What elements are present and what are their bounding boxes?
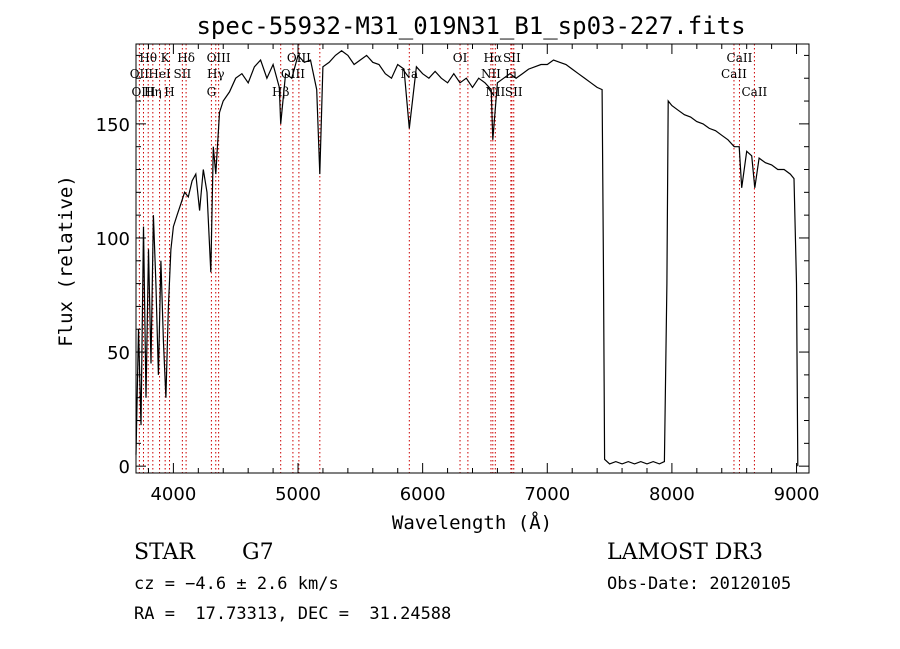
x-axis: 4000 5000 6000 7000 8000 9000	[148, 44, 819, 505]
line-label: SII	[174, 67, 192, 81]
line-label: Hη	[144, 85, 162, 99]
line-label: Hγ	[207, 67, 225, 81]
line-label: NII	[481, 67, 501, 81]
x-tick-label: 4000	[150, 484, 196, 505]
line-label: CaII	[741, 85, 767, 99]
line-label: Hθ	[139, 51, 157, 65]
object-subclass: G7	[242, 540, 274, 565]
line-label: Hα	[484, 51, 503, 65]
line-label: H	[164, 85, 174, 99]
spectrum-line	[136, 51, 798, 466]
line-label: SII	[505, 85, 523, 99]
x-tick-label: 9000	[774, 484, 820, 505]
line-label: SII	[503, 51, 521, 65]
x-tick-label: 5000	[275, 484, 321, 505]
y-tick-label: 100	[96, 229, 130, 250]
plot-frame	[136, 44, 809, 473]
chart-title: spec-55932-M31_019N31_B1_sp03-227.fits	[196, 12, 745, 40]
coordinates: RA = 17.73313, DEC = 31.24588	[134, 604, 451, 624]
survey-name: LAMOST DR3	[607, 540, 763, 565]
line-label: CaII	[721, 67, 747, 81]
line-label: Hδ	[177, 51, 195, 65]
y-axis: 0 50 100 150	[96, 55, 809, 478]
line-label: OI	[453, 51, 468, 65]
redshift-cz: cz = −4.6 ± 2.6 km/s	[134, 574, 339, 594]
line-label: CaII	[727, 51, 753, 65]
line-label: HeI	[148, 67, 171, 81]
object-class: STAR	[134, 540, 195, 565]
obs-date: Obs-Date: 20120105	[607, 574, 791, 594]
y-tick-label: 50	[107, 343, 130, 364]
line-labels: HθOIIOIIIKHeIHηHδSIIHOIIIHγGOIIIOIIIHβOI…	[130, 51, 768, 99]
line-markers	[139, 44, 754, 473]
x-tick-label: 7000	[524, 484, 570, 505]
x-axis-label: Wavelength (Å)	[392, 511, 552, 534]
line-label: Hβ	[272, 85, 289, 99]
y-axis-label: Flux (relative)	[55, 175, 77, 347]
line-label: K	[161, 51, 171, 65]
line-label: OIII	[287, 51, 311, 65]
x-tick-label: 8000	[649, 484, 695, 505]
y-tick-label: 0	[119, 457, 130, 478]
line-label: G	[207, 85, 217, 99]
line-label: OIII	[207, 51, 231, 65]
line-label: OII	[130, 67, 150, 81]
y-tick-label: 150	[96, 115, 130, 136]
x-tick-label: 6000	[400, 484, 446, 505]
